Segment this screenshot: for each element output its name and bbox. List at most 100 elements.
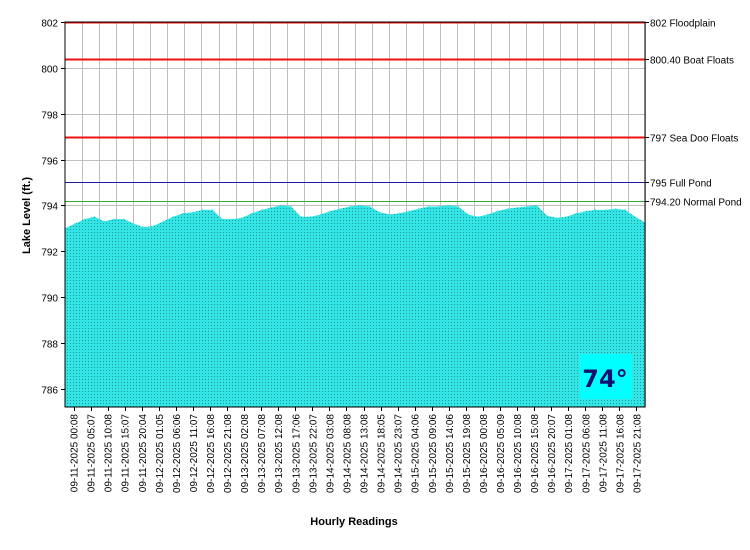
- x-tick-label: 09-16-2025 00:08: [479, 414, 490, 493]
- data-point: [320, 213, 322, 216]
- data-point: [467, 213, 469, 216]
- x-tick-label: 09-13-2025 12:08: [274, 414, 285, 493]
- data-point: [477, 216, 479, 218]
- data-point: [162, 220, 164, 222]
- data-point: [231, 218, 233, 220]
- data-point: [192, 211, 194, 213]
- data-point: [506, 208, 508, 210]
- data-point: [339, 208, 341, 210]
- data-point: [84, 218, 86, 220]
- data-point: [388, 213, 390, 216]
- data-point: [634, 216, 636, 218]
- x-tick-label: 09-12-2025 21:08: [223, 414, 234, 493]
- x-tick-label: 09-11-2025 10:08: [104, 414, 115, 493]
- x-tick-label: 09-17-2025 06:08: [581, 414, 592, 493]
- y-tick-label: 792: [41, 248, 58, 259]
- x-tick-label: 09-11-2025 05:07: [87, 414, 98, 493]
- y-tick-label: 798: [41, 111, 58, 122]
- data-point: [359, 204, 361, 206]
- x-tick-label: 09-16-2025 10:08: [513, 414, 524, 493]
- data-point: [93, 216, 96, 218]
- data-point: [221, 218, 223, 220]
- x-tick-label: 09-16-2025 20:07: [547, 414, 558, 493]
- data-point: [575, 212, 577, 214]
- reference-label: 795 Full Pond: [650, 179, 712, 190]
- x-tick-label: 09-11-2025 15:07: [121, 414, 132, 493]
- data-point: [270, 207, 272, 209]
- data-point: [418, 208, 420, 210]
- lake-level-series: [64, 204, 646, 407]
- x-tick-label: 09-11-2025 00:08: [70, 414, 81, 493]
- data-point: [369, 205, 371, 208]
- x-axis-ticks: 09-11-2025 00:08 09-11-2025 05:07 09-11-20…: [70, 407, 644, 493]
- lake-level-area: [65, 205, 645, 407]
- x-tick-label: 09-17-2025 01:08: [564, 414, 575, 493]
- y-axis-ticks: 786 788 790 792 794 796 798 800 802: [41, 19, 65, 397]
- y-tick-label: 786: [41, 386, 58, 397]
- x-tick-label: 09-15-2025 09:06: [428, 414, 439, 493]
- data-point: [241, 217, 243, 219]
- reference-label: 802 Floodplain: [650, 19, 716, 30]
- x-tick-label: 09-12-2025 11:07: [189, 414, 200, 493]
- data-point: [516, 207, 518, 209]
- x-tick-label: 09-17-2025 11:08: [598, 414, 609, 493]
- x-tick-label: 09-13-2025 22:07: [308, 414, 319, 493]
- data-point: [605, 209, 607, 211]
- x-tick-label: 09-12-2025 16:08: [206, 414, 217, 493]
- data-point: [103, 220, 105, 222]
- x-tick-label: 09-17-2025 21:08: [633, 414, 644, 493]
- data-point: [280, 204, 282, 206]
- data-point: [300, 216, 302, 218]
- x-tick-label: 09-12-2025 06:06: [172, 414, 183, 493]
- x-tick-label: 09-15-2025 04:06: [411, 414, 422, 493]
- data-point: [349, 205, 351, 208]
- reference-label: 797 Sea Doo Floats: [650, 134, 738, 145]
- x-tick-label: 09-12-2025 01:05: [155, 414, 166, 493]
- data-point: [290, 205, 292, 208]
- data-point: [261, 209, 263, 211]
- data-point: [487, 213, 489, 216]
- data-point: [379, 211, 381, 213]
- data-point: [202, 209, 204, 211]
- x-tick-label: 09-11-2025 20:04: [138, 414, 149, 493]
- y-tick-label: 788: [41, 340, 58, 351]
- x-tick-label: 09-14-2025 13:08: [360, 414, 371, 493]
- data-point: [143, 226, 145, 228]
- y-tick-label: 802: [41, 19, 58, 30]
- y-tick-label: 796: [41, 157, 58, 168]
- temperature-badge-background: [580, 354, 632, 399]
- data-point: [172, 216, 174, 218]
- x-axis-title: Hourly Readings: [310, 516, 397, 528]
- x-tick-label: 09-14-2025 18:05: [377, 414, 388, 493]
- data-point: [555, 217, 558, 219]
- x-tick-label: 09-14-2025 03:08: [325, 414, 336, 493]
- data-point: [133, 223, 135, 225]
- temperature-value: 74°: [582, 365, 627, 393]
- data-point: [595, 209, 597, 211]
- data-point: [408, 210, 410, 212]
- data-point: [624, 209, 626, 211]
- y-tick-label: 794: [41, 202, 58, 213]
- data-point: [251, 212, 253, 214]
- x-tick-label: 09-15-2025 14:06: [445, 414, 456, 493]
- data-point: [496, 210, 499, 212]
- x-tick-label: 09-16-2025 15:08: [530, 414, 541, 493]
- x-tick-label: 09-17-2025 16:08: [615, 414, 626, 493]
- temperature-badge: 74°: [580, 354, 632, 399]
- y-axis-title: Lake Level (ft.): [21, 177, 33, 254]
- data-point: [447, 204, 449, 206]
- reference-labels: 802 Floodplain 800.40 Boat Floats 797 Sea …: [645, 19, 742, 209]
- x-tick-label: 09-15-2025 19:08: [462, 414, 473, 493]
- data-point: [457, 205, 459, 208]
- x-tick-label: 09-13-2025 02:08: [240, 414, 251, 493]
- data-point: [536, 204, 538, 206]
- data-point: [526, 205, 528, 208]
- x-tick-label: 09-13-2025 17:06: [291, 414, 302, 493]
- data-point: [152, 225, 155, 227]
- y-tick-label: 800: [41, 65, 58, 76]
- reference-label: 794.20 Normal Pond: [650, 198, 742, 209]
- data-point: [182, 212, 184, 214]
- data-point: [74, 223, 76, 225]
- data-point: [329, 210, 331, 212]
